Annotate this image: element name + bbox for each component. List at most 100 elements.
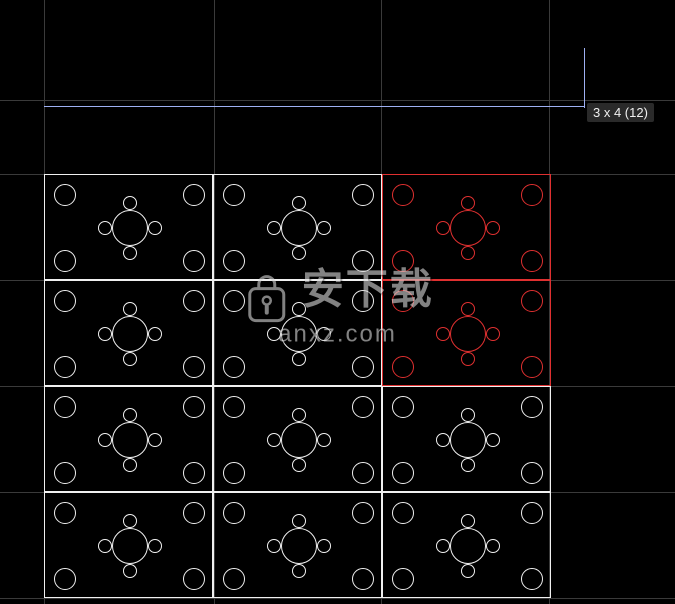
- array-tile[interactable]: [44, 174, 213, 280]
- tile-circle: [317, 539, 331, 553]
- tile-circle: [392, 502, 414, 524]
- array-tile[interactable]: [382, 386, 551, 492]
- tile-circle: [292, 458, 306, 472]
- tile-circle: [521, 462, 543, 484]
- array-tile[interactable]: [213, 174, 382, 280]
- tile-circle: [317, 433, 331, 447]
- tile-circle: [486, 221, 500, 235]
- tile-circle: [461, 302, 475, 316]
- tile-circle: [183, 502, 205, 524]
- tile-circle: [223, 250, 245, 272]
- tile-circle: [183, 396, 205, 418]
- tile-circle: [123, 408, 137, 422]
- grid-line-horizontal: [0, 598, 675, 599]
- tile-circle: [292, 564, 306, 578]
- tile-circle: [521, 290, 543, 312]
- tile-circle: [223, 290, 245, 312]
- tile-circle: [148, 433, 162, 447]
- tile-circle: [267, 327, 281, 341]
- tile-circle: [123, 246, 137, 260]
- tile-circle: [123, 196, 137, 210]
- tile-circle: [392, 356, 414, 378]
- tile-circle: [292, 196, 306, 210]
- tile-circle: [148, 327, 162, 341]
- tile-circle: [450, 528, 486, 564]
- tile-circle: [461, 408, 475, 422]
- array-tile[interactable]: [213, 492, 382, 598]
- tile-circle: [54, 356, 76, 378]
- tile-circle: [281, 210, 317, 246]
- tile-circle: [521, 184, 543, 206]
- tile-circle: [352, 502, 374, 524]
- tile-circle: [98, 433, 112, 447]
- tile-circle: [436, 433, 450, 447]
- array-tile[interactable]: [44, 386, 213, 492]
- tile-circle: [54, 250, 76, 272]
- tile-circle: [461, 514, 475, 528]
- tile-circle: [450, 210, 486, 246]
- grid-line-horizontal: [0, 100, 675, 101]
- tile-circle: [183, 356, 205, 378]
- array-tile[interactable]: [382, 492, 551, 598]
- tile-circle: [521, 250, 543, 272]
- tile-circle: [183, 568, 205, 590]
- tile-circle: [54, 462, 76, 484]
- tile-circle: [54, 396, 76, 418]
- tile-circle: [436, 221, 450, 235]
- tile-circle: [521, 396, 543, 418]
- array-tile[interactable]: [213, 386, 382, 492]
- tile-circle: [223, 462, 245, 484]
- tile-circle: [267, 539, 281, 553]
- tile-circle: [223, 396, 245, 418]
- tile-circle: [461, 458, 475, 472]
- tile-circle: [183, 290, 205, 312]
- tile-circle: [352, 250, 374, 272]
- tile-circle: [521, 356, 543, 378]
- tile-circle: [267, 433, 281, 447]
- tile-circle: [223, 568, 245, 590]
- tile-circle: [223, 184, 245, 206]
- tile-circle: [392, 462, 414, 484]
- array-tile-highlight[interactable]: [382, 174, 551, 280]
- tile-circle: [281, 316, 317, 352]
- array-tile[interactable]: [213, 280, 382, 386]
- tile-circle: [292, 246, 306, 260]
- tile-circle: [486, 327, 500, 341]
- tile-circle: [98, 539, 112, 553]
- tile-circle: [123, 352, 137, 366]
- tile-circle: [54, 184, 76, 206]
- tile-circle: [292, 352, 306, 366]
- tile-circle: [98, 221, 112, 235]
- tile-circle: [281, 528, 317, 564]
- tile-circle: [317, 221, 331, 235]
- array-tooltip: 3 x 4 (12): [587, 103, 654, 122]
- tile-circle: [392, 250, 414, 272]
- cursor-vertical: [584, 48, 585, 108]
- tile-circle: [183, 250, 205, 272]
- tile-circle: [54, 502, 76, 524]
- tile-circle: [486, 433, 500, 447]
- tile-circle: [112, 210, 148, 246]
- tile-circle: [123, 514, 137, 528]
- tile-circle: [461, 246, 475, 260]
- tile-circle: [292, 302, 306, 316]
- tile-circle: [292, 514, 306, 528]
- tile-circle: [317, 327, 331, 341]
- array-tile[interactable]: [44, 492, 213, 598]
- tile-circle: [98, 327, 112, 341]
- tile-circle: [281, 422, 317, 458]
- tile-circle: [461, 564, 475, 578]
- tile-circle: [450, 422, 486, 458]
- tile-circle: [183, 462, 205, 484]
- tile-circle: [352, 462, 374, 484]
- tile-circle: [292, 408, 306, 422]
- tile-circle: [148, 539, 162, 553]
- tile-circle: [436, 539, 450, 553]
- tile-circle: [450, 316, 486, 352]
- tile-circle: [352, 184, 374, 206]
- array-tile-highlight[interactable]: [382, 280, 551, 386]
- array-tile[interactable]: [44, 280, 213, 386]
- drawing-canvas[interactable]: [0, 0, 675, 604]
- tile-circle: [123, 564, 137, 578]
- tile-circle: [352, 568, 374, 590]
